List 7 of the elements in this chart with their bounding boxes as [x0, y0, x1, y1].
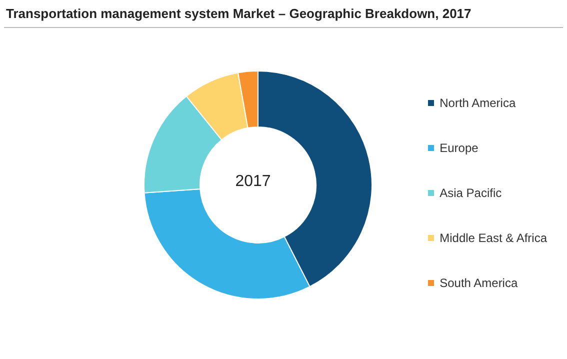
- legend-label: South America: [440, 276, 518, 290]
- legend-label: North America: [440, 96, 516, 110]
- legend-label: Asia Pacific: [440, 186, 502, 200]
- legend-label: Europe: [440, 141, 478, 155]
- legend-label: Middle East & Africa: [440, 231, 547, 245]
- text: 2017: [235, 173, 271, 190]
- chart-title: Transportation management system Market – Geographic Breakdown, 2017: [6, 6, 472, 21]
